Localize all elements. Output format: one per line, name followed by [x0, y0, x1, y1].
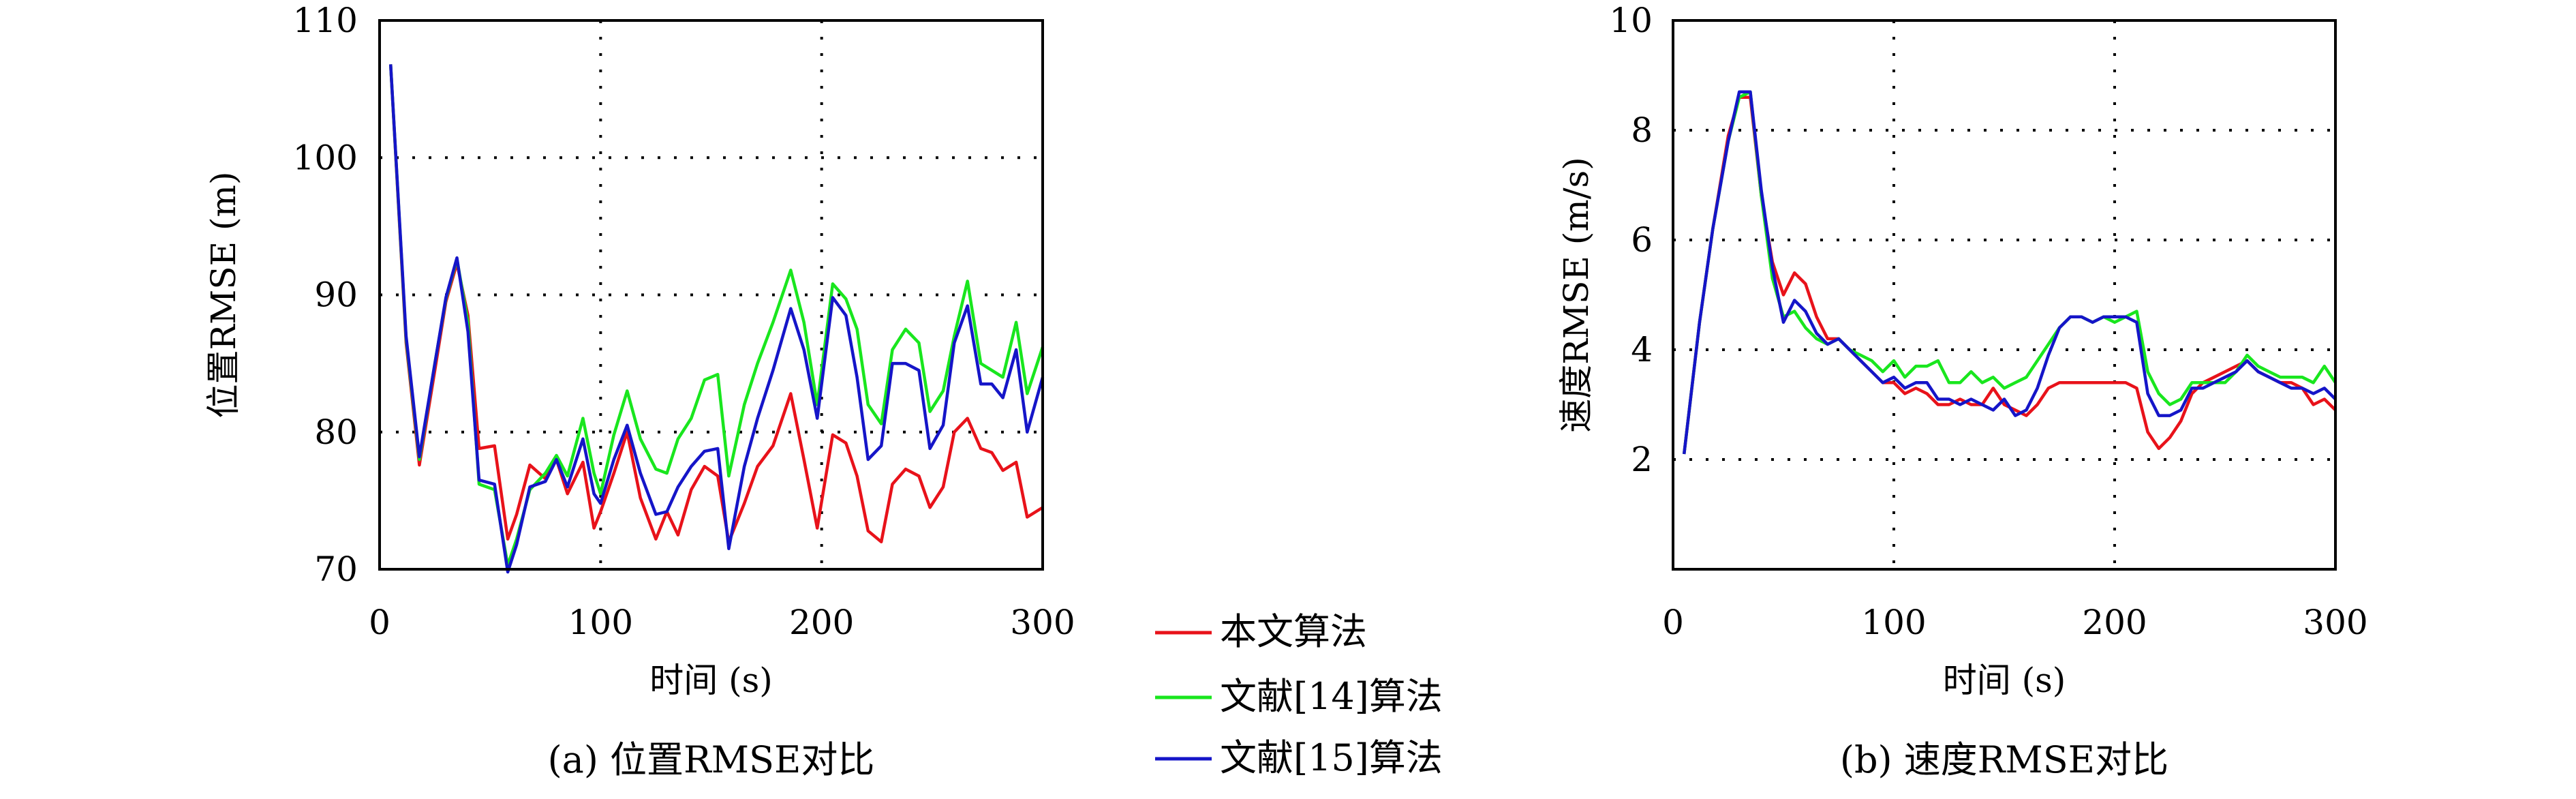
x-tick-label: 0 [1662, 603, 1684, 642]
y-tick-label: 6 [1631, 220, 1653, 260]
x-tick-label: 0 [369, 603, 390, 642]
x-axis-label: 时间 (s) [1943, 661, 2066, 700]
caption-b: (b) 速度RMSE对比 [1840, 738, 2168, 781]
y-tick-label: 90 [314, 275, 358, 315]
y-tick-label: 10 [1609, 1, 1653, 40]
series-line-1 [388, 64, 1044, 544]
legend-label: 文献[15]算法 [1220, 736, 1443, 779]
series-lines [388, 64, 1045, 574]
y-tick-label: 100 [293, 138, 358, 177]
series-lines [1682, 90, 2337, 455]
y-tick-label: 80 [314, 412, 358, 452]
x-tick-label: 300 [1010, 603, 1075, 642]
caption-a: (a) 位置RMSE对比 [548, 738, 875, 781]
x-tick-labels: 0 100 200 300 [369, 603, 1075, 642]
legend-label: 本文算法 [1220, 610, 1367, 653]
plot-frame [378, 19, 1044, 571]
series-line-2 [1682, 90, 2337, 455]
x-axis-label: 时间 (s) [649, 661, 773, 700]
y-tick-label: 4 [1631, 330, 1653, 370]
chart-position-rmse: 0 100 200 300 70 80 90 100 110 时间 (s) 位置RMSE (m… [204, 1, 1075, 781]
x-tick-labels: 0 100 200 300 [1662, 603, 2368, 642]
y-tick-labels: 70 80 90 100 110 [293, 1, 358, 589]
y-tick-label: 110 [293, 1, 358, 40]
y-tick-label: 8 [1631, 110, 1653, 150]
x-tick-label: 200 [789, 603, 854, 642]
y-tick-label: 70 [314, 549, 358, 589]
x-tick-label: 100 [568, 603, 633, 642]
y-axis-label: 位置RMSE (m) [204, 172, 243, 419]
series-line-2 [388, 64, 1045, 567]
series-line-1 [1682, 95, 2337, 455]
chart-velocity-rmse: 0 100 200 300 2 4 6 8 10 时间 (s) 速度RMSE (m/s) (b… [1557, 1, 2368, 781]
grid-lines [1673, 20, 2335, 569]
y-axis-label: 速度RMSE (m/s) [1557, 157, 1596, 432]
y-tick-label: 2 [1631, 440, 1653, 479]
plot-frame [1672, 19, 2337, 571]
series-line-3 [388, 64, 1045, 574]
x-tick-label: 300 [2303, 603, 2367, 642]
series-line-3 [1682, 90, 2337, 455]
x-tick-label: 200 [2082, 603, 2147, 642]
y-tick-labels: 2 4 6 8 10 [1609, 1, 1653, 479]
legend-label: 文献[14]算法 [1220, 675, 1443, 718]
x-tick-label: 100 [1861, 603, 1926, 642]
